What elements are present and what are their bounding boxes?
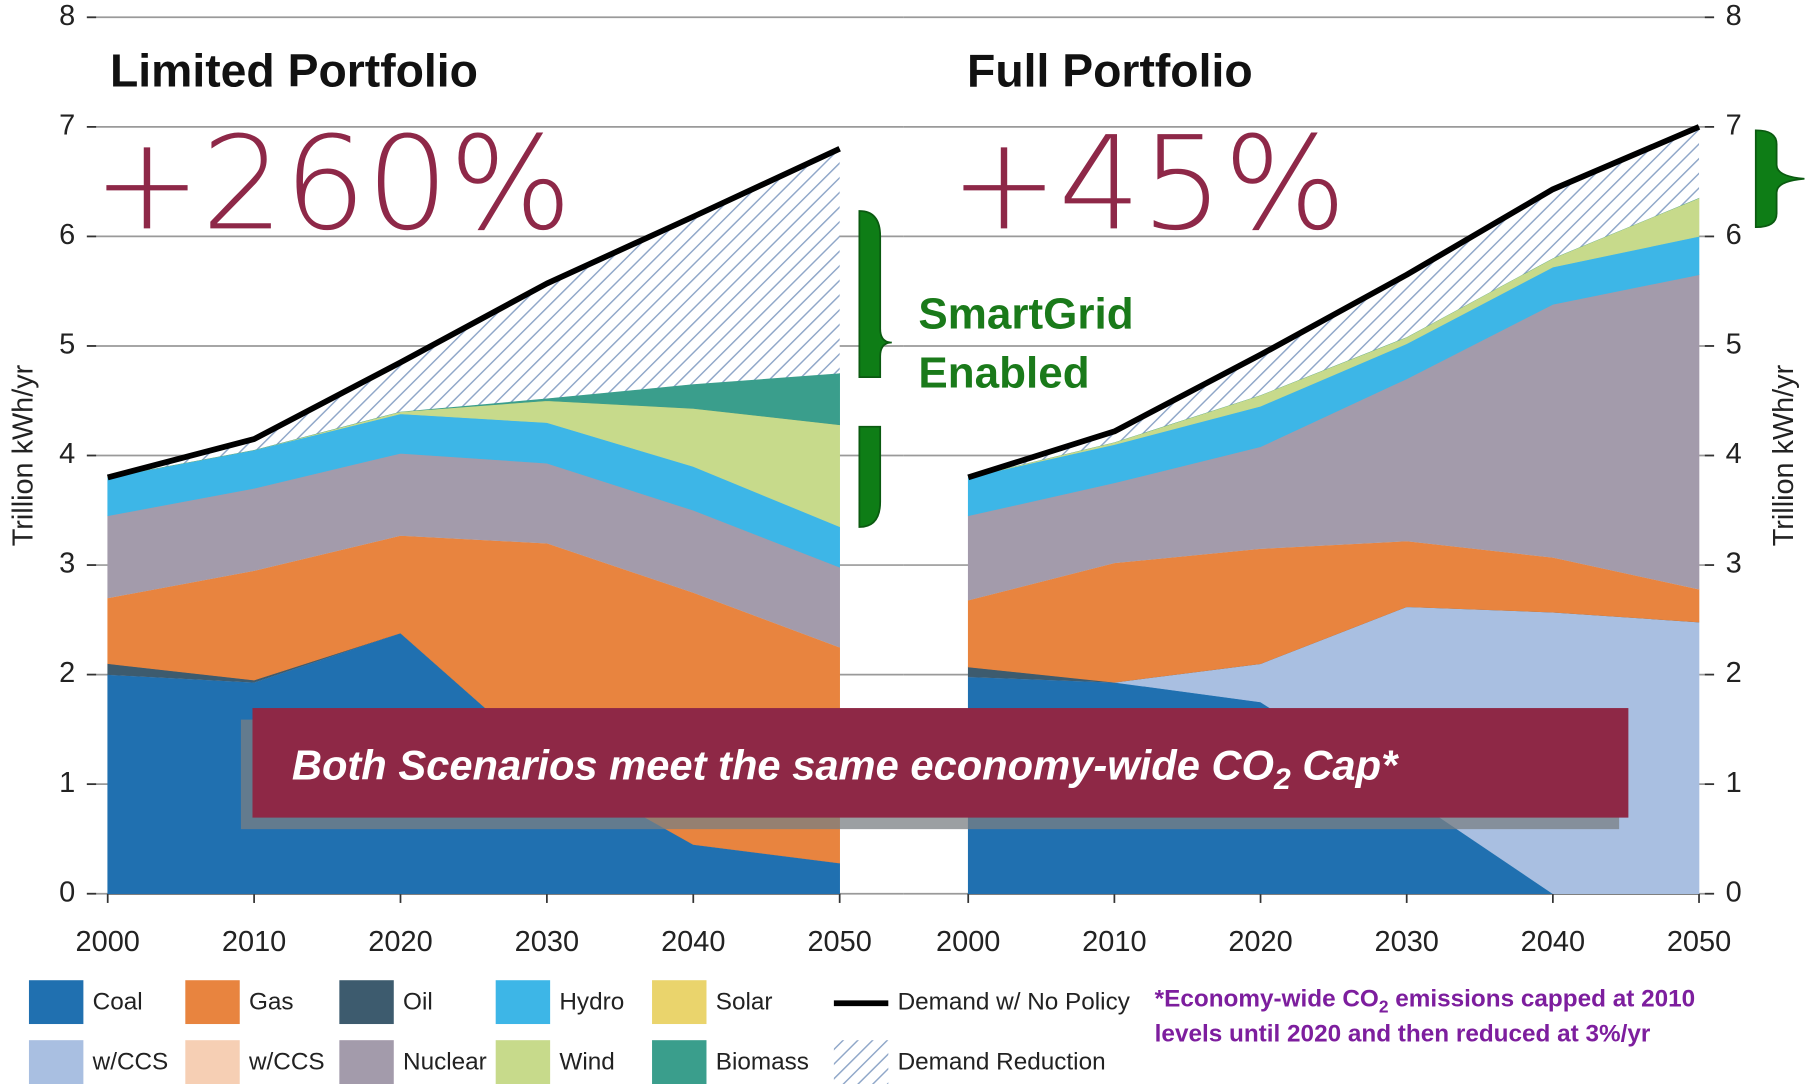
x-tick-label: 2020 xyxy=(1228,926,1292,958)
y-tick-label: 4 xyxy=(1726,438,1742,470)
y-tick-label: 3 xyxy=(59,548,75,580)
footnote-part: levels until 2020 and then reduced at 3%… xyxy=(1155,1020,1651,1047)
legend-swatch xyxy=(28,1040,84,1084)
x-tick-label: 2010 xyxy=(1082,926,1146,958)
legend-swatch xyxy=(185,980,240,1025)
x-tick-label: 2030 xyxy=(515,926,579,958)
legend-label: Oil xyxy=(403,989,433,1016)
legend-swatch xyxy=(652,980,707,1025)
legend-label: Nuclear xyxy=(403,1049,487,1076)
y-axis-label: Trillion kWh/yr xyxy=(7,364,39,546)
legend-swatch xyxy=(833,1040,889,1084)
brace xyxy=(858,210,892,528)
x-tick-label: 2010 xyxy=(222,926,286,958)
chart-title: Full Portfolio xyxy=(967,45,1253,97)
annotation: +260% xyxy=(93,109,572,260)
footnote: *Economy-wide CO2 emissions capped at 20… xyxy=(1155,986,1695,1017)
y-tick-label: 1 xyxy=(59,767,75,799)
x-tick-label: 2000 xyxy=(76,926,140,958)
demand-line xyxy=(106,146,841,481)
y-tick-label: 4 xyxy=(59,438,75,470)
y-tick-label: 0 xyxy=(59,876,75,908)
banner-text-part: Cap* xyxy=(1291,742,1399,789)
annotation: +45% xyxy=(950,109,1347,260)
x-tick-label: 2050 xyxy=(807,926,871,958)
legend-label: Hydro xyxy=(559,989,624,1016)
footnote: levels until 2020 and then reduced at 3%… xyxy=(1155,1020,1651,1047)
legend-label: Biomass xyxy=(716,1049,809,1076)
legend: Coal w/CCS Oil Gas w/CCS Nuclear Hydro Wind Sola… xyxy=(28,980,1131,1084)
area xyxy=(107,148,840,478)
x-tick-label: 2000 xyxy=(936,926,1000,958)
legend-label: Solar xyxy=(716,989,773,1016)
y-tick-label: 0 xyxy=(1726,876,1742,908)
y-tick-label: 2 xyxy=(1726,657,1742,689)
footnote-part: emissions capped at 2010 xyxy=(1389,986,1696,1013)
x-tick-label: 2040 xyxy=(661,926,725,958)
y-tick-label: 5 xyxy=(1726,329,1742,361)
banner xyxy=(252,708,1629,818)
legend-swatch xyxy=(339,1040,394,1084)
legend-label: w/CCS xyxy=(248,1049,325,1076)
footnote-part: *Economy-wide CO xyxy=(1155,986,1379,1013)
x-tick-label: 2040 xyxy=(1521,926,1585,958)
legend-swatch xyxy=(339,980,394,1025)
banner-text: Both Scenarios meet the same economy-wid… xyxy=(292,742,1399,796)
legend-label: Demand w/ No Policy xyxy=(898,989,1131,1016)
y-tick-label: 2 xyxy=(59,657,75,689)
legend-label: w/CCS xyxy=(92,1049,169,1076)
y-tick-label: 7 xyxy=(1726,110,1742,142)
legend-label: Wind xyxy=(559,1049,614,1076)
labels: Limited Portfolio Full Portfolio +260% +… xyxy=(7,45,1805,1047)
banner-text-part: Both Scenarios meet the same economy-wid… xyxy=(292,742,1274,789)
legend-label: Coal xyxy=(93,989,143,1016)
legend-swatch xyxy=(495,1040,551,1084)
x-tick-label: 2050 xyxy=(1667,926,1731,958)
legend-swatch xyxy=(28,980,84,1025)
y-axis-label: Trillion kWh/yr xyxy=(1768,364,1800,546)
smartgrid-label: SmartGrid xyxy=(918,290,1133,339)
x-tick-label: 2020 xyxy=(368,926,432,958)
y-tick-label: 1 xyxy=(1726,767,1742,799)
y-tick-label: 8 xyxy=(59,0,75,32)
y-tick-label: 6 xyxy=(1726,219,1742,251)
demand-line xyxy=(967,124,1701,481)
legend-swatch xyxy=(652,1040,707,1084)
banner-subscript: 2 xyxy=(1273,763,1291,796)
area xyxy=(968,126,1700,478)
y-tick-label: 8 xyxy=(1726,0,1742,32)
legend-swatch xyxy=(185,1040,240,1084)
x-tick-label: 2030 xyxy=(1375,926,1439,958)
y-tick-label: 7 xyxy=(59,110,75,142)
legend-label: Demand Reduction xyxy=(898,1049,1106,1076)
smartgrid-label: Enabled xyxy=(918,349,1089,398)
chart-title: Limited Portfolio xyxy=(110,45,478,97)
y-tick-label: 5 xyxy=(59,329,75,361)
y-tick-label: 3 xyxy=(1726,548,1742,580)
footnote-subscript: 2 xyxy=(1379,997,1389,1017)
legend-label: Gas xyxy=(249,989,294,1016)
brace xyxy=(1754,129,1805,229)
legend-swatch xyxy=(495,980,551,1025)
y-tick-label: 6 xyxy=(59,219,75,251)
